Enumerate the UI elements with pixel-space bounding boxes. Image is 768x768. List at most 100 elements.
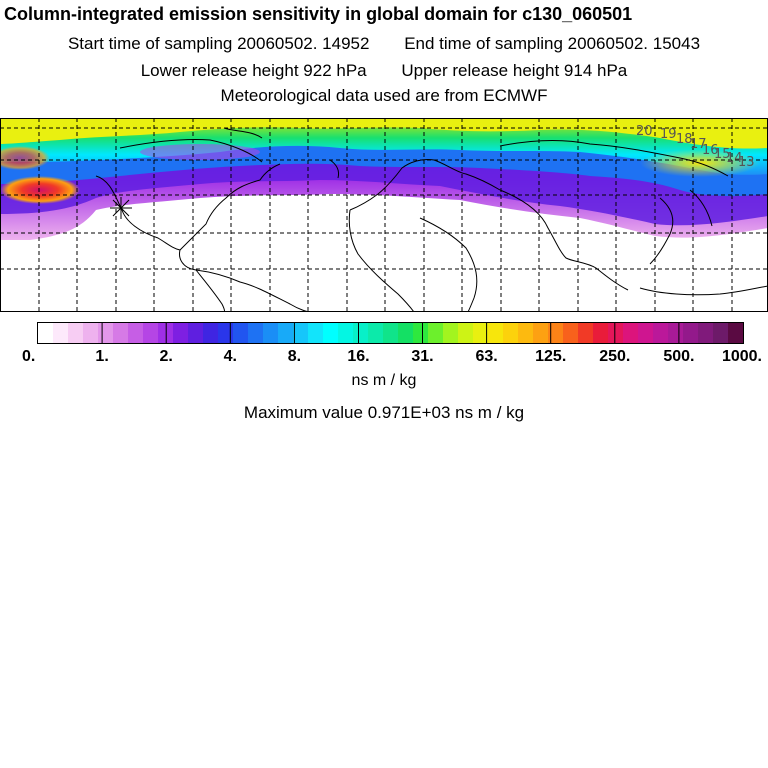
colorbar-swatch: [713, 323, 729, 343]
met-data-line: Meteorological data used are from ECMWF: [220, 86, 548, 105]
colorbar-swatch: [413, 323, 429, 343]
africa-west-coast: [348, 209, 415, 312]
colorbar-swatch: [518, 323, 534, 343]
colorbar-swatch: [338, 323, 354, 343]
east-asia-coast: [649, 197, 674, 265]
colorbar-swatch: [83, 323, 99, 343]
start-time-value: 20060502. 14952: [237, 34, 370, 53]
plot-title: Column-integrated emission sensitivity i…: [4, 4, 633, 24]
south-america-coast: [195, 269, 311, 312]
trajectory-label: 18: [676, 132, 693, 147]
colorbar: 0. 1. 2. 4. 8. 16. 31. 63. 125. 250. 500. 1000.: [22, 322, 762, 365]
colorbar-swatch: [143, 323, 159, 343]
colorbar-swatch: [53, 323, 69, 343]
colorbar-swatch: [293, 323, 309, 343]
colorbar-swatch: [548, 323, 564, 343]
colorbar-tick-label: 63.: [475, 348, 497, 365]
colorbar-tick-label: 0.: [22, 348, 35, 365]
lower-height-value: 922 hPa: [303, 61, 367, 80]
colorbar-swatch: [683, 323, 699, 343]
colorbar-frame: [37, 322, 744, 344]
colorbar-swatch: [728, 323, 744, 343]
colorbar-swatch: [68, 323, 84, 343]
colorbar-swatches: [38, 323, 744, 343]
canada-purple-patch: [140, 144, 260, 160]
colorbar-swatch: [488, 323, 504, 343]
colorbar-swatch: [323, 323, 339, 343]
oceania-coast: [639, 285, 768, 296]
colorbar-swatch: [38, 323, 54, 343]
colorbar-tick-label: 2.: [160, 348, 173, 365]
trajectory-label: 15: [714, 147, 731, 162]
yellow-band: [0, 118, 768, 149]
north-america-east-coast: [179, 163, 281, 251]
release-height-line: Lower release height 922 hPa Upper relea…: [0, 61, 768, 81]
uk-coast: [329, 159, 339, 179]
colorbar-tick-label: 250.: [599, 348, 630, 365]
europe-coast: [349, 159, 501, 211]
colorbar-swatch: [218, 323, 234, 343]
south-asia-coast: [499, 189, 629, 291]
sensitivity-field: [0, 118, 768, 240]
colorbar-swatch: [188, 323, 204, 343]
colorbar-swatch: [128, 323, 144, 343]
star-marker: [110, 197, 132, 219]
colorbar-tick-label: 8.: [288, 348, 301, 365]
greenland-coast: [223, 127, 263, 139]
colorbar-tick-label: 1.: [95, 348, 108, 365]
end-time-label: End time of sampling: [404, 34, 563, 53]
colorbar-tick-label: 31.: [411, 348, 433, 365]
colorbar-swatch: [503, 323, 519, 343]
trajectory-label: 19: [660, 127, 677, 142]
maximum-value: 0.971E+03 ns m / kg: [367, 403, 525, 422]
start-time-label: Start time of sampling: [67, 34, 233, 53]
colorbar-swatch: [173, 323, 189, 343]
colorbar-swatch: [368, 323, 384, 343]
colorbar-tick-label: 1000.: [722, 348, 762, 365]
japan-coast: [689, 189, 713, 227]
sampling-time-line: Start time of sampling 20060502. 14952 E…: [0, 34, 768, 54]
colorbar-swatch: [383, 323, 399, 343]
colorbar-swatch: [203, 323, 219, 343]
colorbar-swatch: [563, 323, 579, 343]
upper-height-value: 914 hPa: [563, 61, 628, 80]
colorbar-tick-label: 4.: [224, 348, 237, 365]
trajectory-label: 17: [690, 137, 707, 152]
colorbar-swatch: [428, 323, 444, 343]
lat-lon-grid: [0, 118, 768, 312]
north-america-arctic-coast: [119, 138, 263, 163]
colorbar-swatch: [353, 323, 369, 343]
cyan-green-band: [0, 118, 768, 175]
colorbar-swatch: [698, 323, 714, 343]
colorbar-swatch: [533, 323, 549, 343]
colorbar-swatch: [638, 323, 654, 343]
colorbar-swatch: [593, 323, 609, 343]
colorbar-swatch: [308, 323, 324, 343]
colorbar-swatch: [443, 323, 459, 343]
colorbar-swatch: [398, 323, 414, 343]
colorbar-swatch: [623, 323, 639, 343]
colorbar-swatch: [473, 323, 489, 343]
colorbar-units: ns m / kg: [351, 372, 417, 389]
colorbar-swatch: [278, 323, 294, 343]
upper-height-label: Upper release height: [401, 61, 560, 80]
colorbar-swatch: [578, 323, 594, 343]
colorbar-swatch: [248, 323, 264, 343]
coastlines: [95, 127, 768, 312]
colorbar-swatch: [98, 323, 114, 343]
colorbar-swatch: [233, 323, 249, 343]
colorbar-swatch: [653, 323, 669, 343]
colorbar-tick-label: 125.: [535, 348, 566, 365]
africa-east-coast: [419, 217, 478, 312]
colorbar-tick-labels: 0. 1. 2. 4. 8. 16. 31. 63. 125. 250. 500. 1000.: [22, 348, 762, 365]
end-time-value: 20060502. 15043: [567, 34, 701, 53]
colorbar-swatch: [668, 323, 684, 343]
colorbar-swatch: [263, 323, 279, 343]
maximum-value-line: Maximum value 0.971E+03 ns m / kg: [0, 403, 768, 423]
siberia-coast: [499, 139, 729, 177]
trajectory-label: 20: [636, 124, 653, 139]
colorbar-dividers: [101, 323, 680, 343]
trajectory-label: 13: [738, 155, 755, 170]
